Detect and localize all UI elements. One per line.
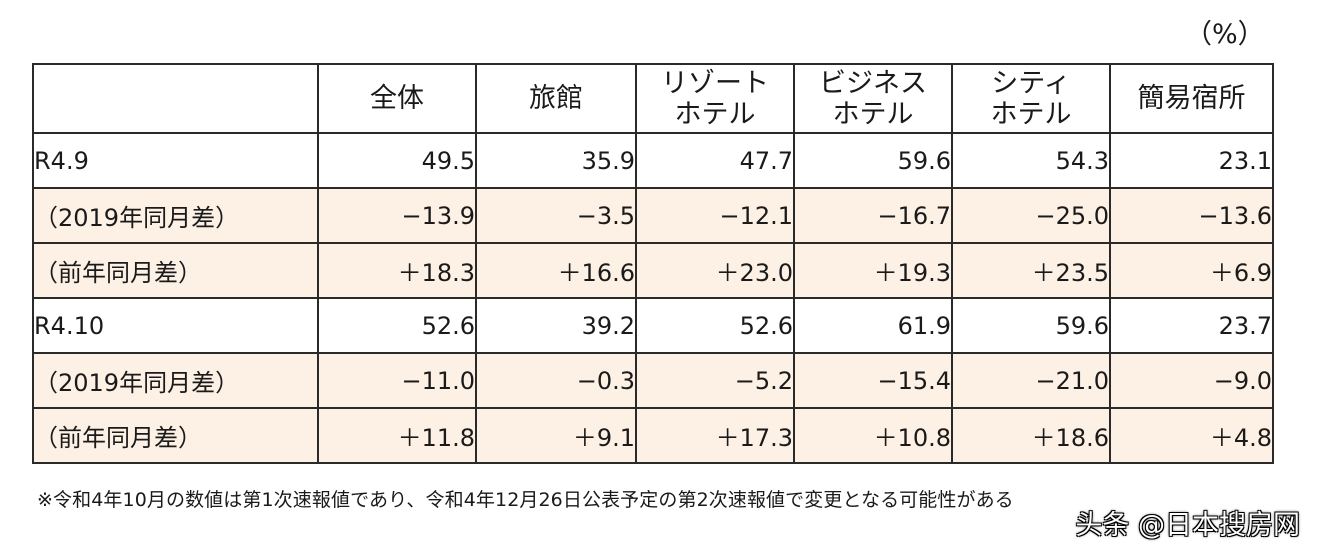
table-cell: −16.7 <box>793 187 953 244</box>
table-cell: ＋23.5 <box>951 242 1111 299</box>
row-label: （前年同月差） <box>32 407 319 464</box>
table-cell: ＋18.6 <box>951 407 1111 464</box>
table-cell: −0.3 <box>475 352 637 409</box>
column-header: リゾート ホテル <box>635 63 795 134</box>
table-cell: ＋19.3 <box>793 242 953 299</box>
footnote: ※令和4年10月の数値は第1次速報値であり、令和4年12月26日公表予定の第2次… <box>37 489 1014 511</box>
table-cell: −11.0 <box>317 352 477 409</box>
table-row: （前年同月差） ＋18.3 ＋16.6 ＋23.0 ＋19.3 ＋23.5 ＋6.9 <box>32 242 1274 299</box>
table-cell: −3.5 <box>475 187 637 244</box>
table-cell: ＋18.3 <box>317 242 477 299</box>
table-cell: −13.6 <box>1109 187 1274 244</box>
table-cell: 23.1 <box>1109 132 1274 189</box>
column-header-line: ホテル <box>832 98 914 130</box>
table-body: R4.9 49.5 35.9 47.7 59.6 54.3 23.1 （2019年同月差） −1… <box>32 132 1274 464</box>
table-cell: ＋16.6 <box>475 242 637 299</box>
row-label: （前年同月差） <box>32 242 319 299</box>
occupancy-table: 全体 旅館 リゾート ホテル ビジネス ホテル シティ ホテル 簡易宿所 R4.9 49.5 35.… <box>32 63 1274 464</box>
row-label: （2019年同月差） <box>32 187 319 244</box>
table-cell: ＋10.8 <box>793 407 953 464</box>
column-header-line: 簡易宿所 <box>1137 83 1246 114</box>
table-cell: −25.0 <box>951 187 1111 244</box>
row-label: （2019年同月差） <box>32 352 319 409</box>
table-cell: 52.6 <box>635 297 795 354</box>
table-cell: ＋23.0 <box>635 242 795 299</box>
table-cell: 54.3 <box>951 132 1111 189</box>
column-header: 簡易宿所 <box>1109 63 1274 134</box>
table-cell: −13.9 <box>317 187 477 244</box>
header-row: 全体 旅館 リゾート ホテル ビジネス ホテル シティ ホテル 簡易宿所 <box>32 63 1274 134</box>
table-cell: 61.9 <box>793 297 953 354</box>
header-corner-cell <box>32 63 319 134</box>
table-cell: ＋6.9 <box>1109 242 1274 299</box>
column-header: シティ ホテル <box>951 63 1111 134</box>
table-cell: ＋9.1 <box>475 407 637 464</box>
table-cell: ＋11.8 <box>317 407 477 464</box>
row-label: R4.9 <box>32 132 319 189</box>
table-cell: 23.7 <box>1109 297 1274 354</box>
table-cell: 49.5 <box>317 132 477 189</box>
table-cell: 35.9 <box>475 132 637 189</box>
column-header-line: ビジネス <box>819 67 927 99</box>
column-header-line: リゾート <box>661 67 769 99</box>
table-row: R4.9 49.5 35.9 47.7 59.6 54.3 23.1 <box>32 132 1274 189</box>
column-header: 全体 <box>317 63 477 134</box>
row-label: R4.10 <box>32 297 319 354</box>
table-cell: −5.2 <box>635 352 795 409</box>
column-header-line: 旅館 <box>529 83 583 114</box>
column-header-line: 全体 <box>370 83 424 114</box>
table-cell: −15.4 <box>793 352 953 409</box>
table-cell: 59.6 <box>951 297 1111 354</box>
table-row: （前年同月差） ＋11.8 ＋9.1 ＋17.3 ＋10.8 ＋18.6 ＋4.8 <box>32 407 1274 464</box>
column-header: 旅館 <box>475 63 637 134</box>
table-row: （2019年同月差） −13.9 −3.5 −12.1 −16.7 −25.0 −13.6 <box>32 187 1274 244</box>
watermark: 头条 @日本搜房网 <box>1075 510 1300 541</box>
table-cell: 47.7 <box>635 132 795 189</box>
table-cell: −21.0 <box>951 352 1111 409</box>
table-cell: −9.0 <box>1109 352 1274 409</box>
column-header-line: シティ <box>991 67 1071 99</box>
table-row: R4.10 52.6 39.2 52.6 61.9 59.6 23.7 <box>32 297 1274 354</box>
table-cell: ＋4.8 <box>1109 407 1274 464</box>
table-cell: 39.2 <box>475 297 637 354</box>
column-header: ビジネス ホテル <box>793 63 953 134</box>
table-row: （2019年同月差） −11.0 −0.3 −5.2 −15.4 −21.0 −9.0 <box>32 352 1274 409</box>
table-cell: −12.1 <box>635 187 795 244</box>
unit-label: （%） <box>1185 19 1265 50</box>
column-header-line: ホテル <box>990 98 1072 130</box>
table-cell: 59.6 <box>793 132 953 189</box>
column-header-line: ホテル <box>674 98 756 130</box>
table-cell: 52.6 <box>317 297 477 354</box>
table-cell: ＋17.3 <box>635 407 795 464</box>
